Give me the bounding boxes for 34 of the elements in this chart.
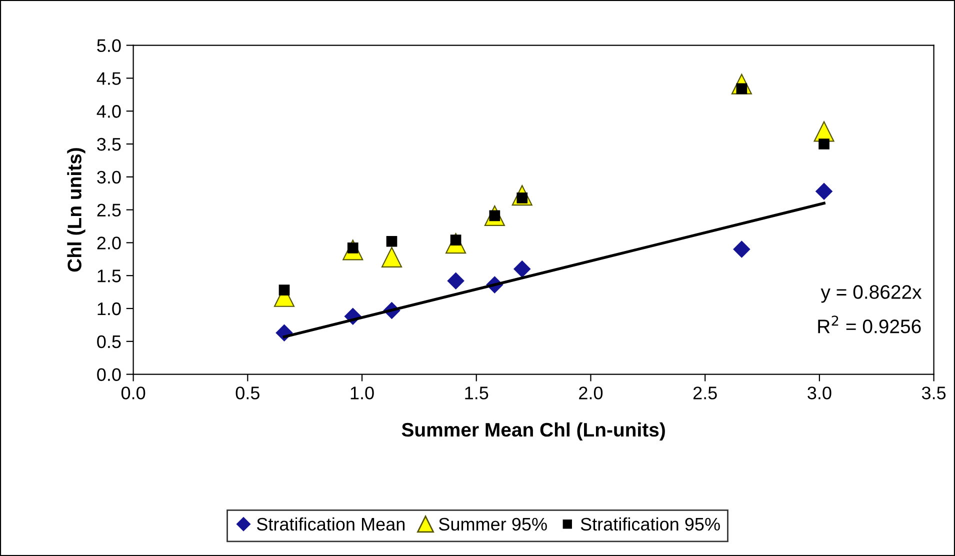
x-tick-label: 3.0 — [808, 386, 832, 400]
point — [278, 284, 290, 296]
y-tick-label: 0.0 — [97, 368, 121, 382]
annotation: y = 0.8622x — [820, 285, 922, 303]
point — [733, 240, 750, 258]
y-tick-label: 3.0 — [97, 170, 121, 184]
x-tick-label: 1.0 — [350, 386, 374, 400]
x-tick-label: 0.5 — [236, 386, 260, 400]
point — [381, 246, 402, 268]
legend-label: Stratification 95% — [580, 517, 720, 531]
y-tick-label: 1.5 — [98, 270, 121, 282]
y-tick-label: 5.0 — [97, 39, 121, 52]
point — [818, 138, 830, 150]
x-tick-label: 2.0 — [579, 386, 603, 400]
legend-label: Summer 95% — [438, 518, 547, 531]
point — [447, 272, 464, 290]
y-tick-label: 1.0 — [98, 302, 121, 316]
y-tick-label: 3.5 — [97, 138, 121, 151]
y-tick-label: 2.5 — [97, 204, 121, 217]
y-tick-label: 4.5 — [96, 72, 121, 85]
y-tick-label: 0.5 — [97, 335, 121, 348]
point — [386, 236, 398, 247]
x-tick-label: 2.5 — [693, 386, 717, 400]
y-tick-label: 2.0 — [97, 236, 121, 250]
x-tick-label: 0.0 — [121, 386, 146, 400]
y-axis-title: Chl (Ln units) — [67, 148, 86, 272]
y-tick-label: 4.0 — [96, 105, 121, 118]
annotation: R$^{2}$ = 0.9256 — [818, 316, 921, 334]
legend-label: Stratification Mean — [256, 517, 404, 531]
point — [816, 182, 832, 200]
x-tick-label: 1.5 — [465, 386, 488, 400]
x-tick-label: 3.5 — [922, 386, 946, 400]
point — [514, 260, 531, 278]
x-axis-title: Summer Mean Chl (Ln-units) — [402, 422, 665, 441]
